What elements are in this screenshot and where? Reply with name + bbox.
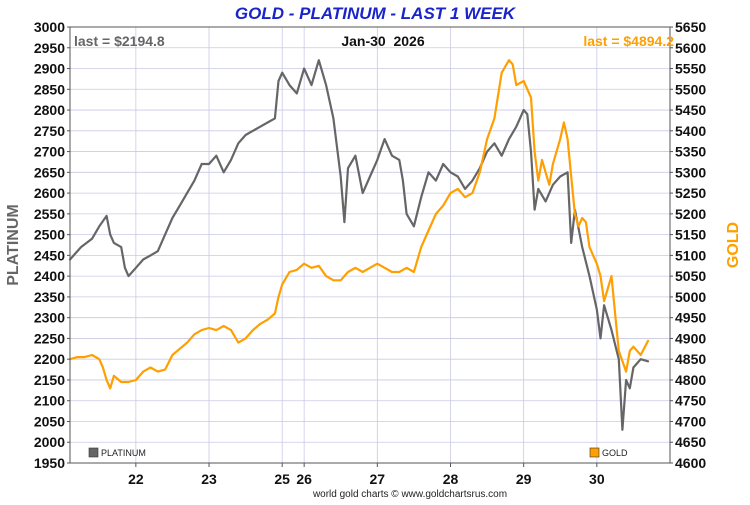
series-layer — [68, 59, 650, 431]
right-tick-label: 4600 — [675, 455, 706, 471]
left-tick-label: 2400 — [34, 268, 65, 284]
right-tick-label: 5250 — [675, 185, 706, 201]
right-axis-ticks: 4600 4650 4700 4750 4800 4850 4900 4950 5000 5050… — [670, 19, 706, 471]
x-axis-ticks: 22 23 25 26 27 28 29 30 — [128, 463, 605, 487]
left-tick-label: 2900 — [34, 61, 65, 77]
left-axis-label: PLATINUM — [5, 204, 22, 285]
gold-last-label: last = $4894.2 — [583, 33, 674, 49]
right-tick-label: 5100 — [675, 247, 706, 263]
right-tick-label: 4850 — [675, 351, 706, 367]
x-tick-label: 26 — [296, 471, 312, 487]
x-tick-label: 25 — [274, 471, 290, 487]
x-tick-label: 22 — [128, 471, 144, 487]
left-tick-label: 2150 — [34, 372, 65, 388]
platinum-last-label: last = $2194.8 — [74, 33, 165, 49]
right-tick-label: 5600 — [675, 40, 706, 56]
right-tick-label: 5450 — [675, 102, 706, 118]
date-label: Jan-30 2026 — [341, 33, 424, 49]
footer-credit: world gold charts © www.goldchartsrus.co… — [312, 489, 507, 500]
left-tick-label: 2350 — [34, 289, 65, 305]
x-tick-label: 23 — [201, 471, 217, 487]
right-tick-label: 4900 — [675, 330, 706, 346]
left-tick-label: 2650 — [34, 164, 65, 180]
left-tick-label: 2750 — [34, 123, 65, 139]
left-tick-label: 2200 — [34, 351, 65, 367]
right-tick-label: 5500 — [675, 81, 706, 97]
legend-gold-label: GOLD — [602, 448, 628, 458]
right-tick-label: 5200 — [675, 206, 706, 222]
right-tick-label: 5300 — [675, 164, 706, 180]
platinum-series-line — [68, 59, 650, 431]
legend-platinum-label: PLATINUM — [101, 448, 146, 458]
left-tick-label: 2000 — [34, 434, 65, 450]
left-tick-label: 2550 — [34, 206, 65, 222]
plot-area — [70, 27, 670, 463]
left-tick-label: 2050 — [34, 413, 65, 429]
right-tick-label: 5000 — [675, 289, 706, 305]
x-tick-label: 28 — [443, 471, 459, 487]
right-tick-label: 4750 — [675, 393, 706, 409]
left-tick-label: 2800 — [34, 102, 65, 118]
left-tick-label: 2450 — [34, 247, 65, 263]
chart-title: GOLD - PLATINUM - LAST 1 WEEK — [235, 4, 517, 23]
left-tick-label: 2250 — [34, 330, 65, 346]
left-tick-label: 2600 — [34, 185, 65, 201]
right-tick-label: 5650 — [675, 19, 706, 35]
x-tick-label: 30 — [589, 471, 605, 487]
right-tick-label: 4650 — [675, 434, 706, 450]
left-tick-label: 2300 — [34, 310, 65, 326]
left-tick-label: 2950 — [34, 40, 65, 56]
right-tick-label: 5350 — [675, 144, 706, 160]
right-tick-label: 5550 — [675, 61, 706, 77]
right-tick-label: 4800 — [675, 372, 706, 388]
gold-series-line — [68, 59, 650, 390]
right-tick-label: 4700 — [675, 413, 706, 429]
left-tick-label: 2100 — [34, 393, 65, 409]
right-tick-label: 4950 — [675, 310, 706, 326]
right-tick-label: 5050 — [675, 268, 706, 284]
right-tick-label: 5400 — [675, 123, 706, 139]
x-tick-label: 29 — [516, 471, 532, 487]
legend-platinum-swatch — [88, 447, 99, 458]
left-tick-label: 2500 — [34, 227, 65, 243]
right-tick-label: 5150 — [675, 227, 706, 243]
left-tick-label: 2850 — [34, 81, 65, 97]
left-tick-label: 1950 — [34, 455, 65, 471]
left-axis-ticks: 1950 2000 2050 2100 2150 2200 2250 2300 2350 2400… — [34, 19, 70, 471]
legend-gold-swatch — [589, 447, 600, 458]
left-tick-label: 3000 — [34, 19, 65, 35]
left-tick-label: 2700 — [34, 144, 65, 160]
x-tick-label: 27 — [370, 471, 386, 487]
right-axis-label: GOLD — [725, 222, 742, 268]
plot-frame — [69, 26, 671, 464]
